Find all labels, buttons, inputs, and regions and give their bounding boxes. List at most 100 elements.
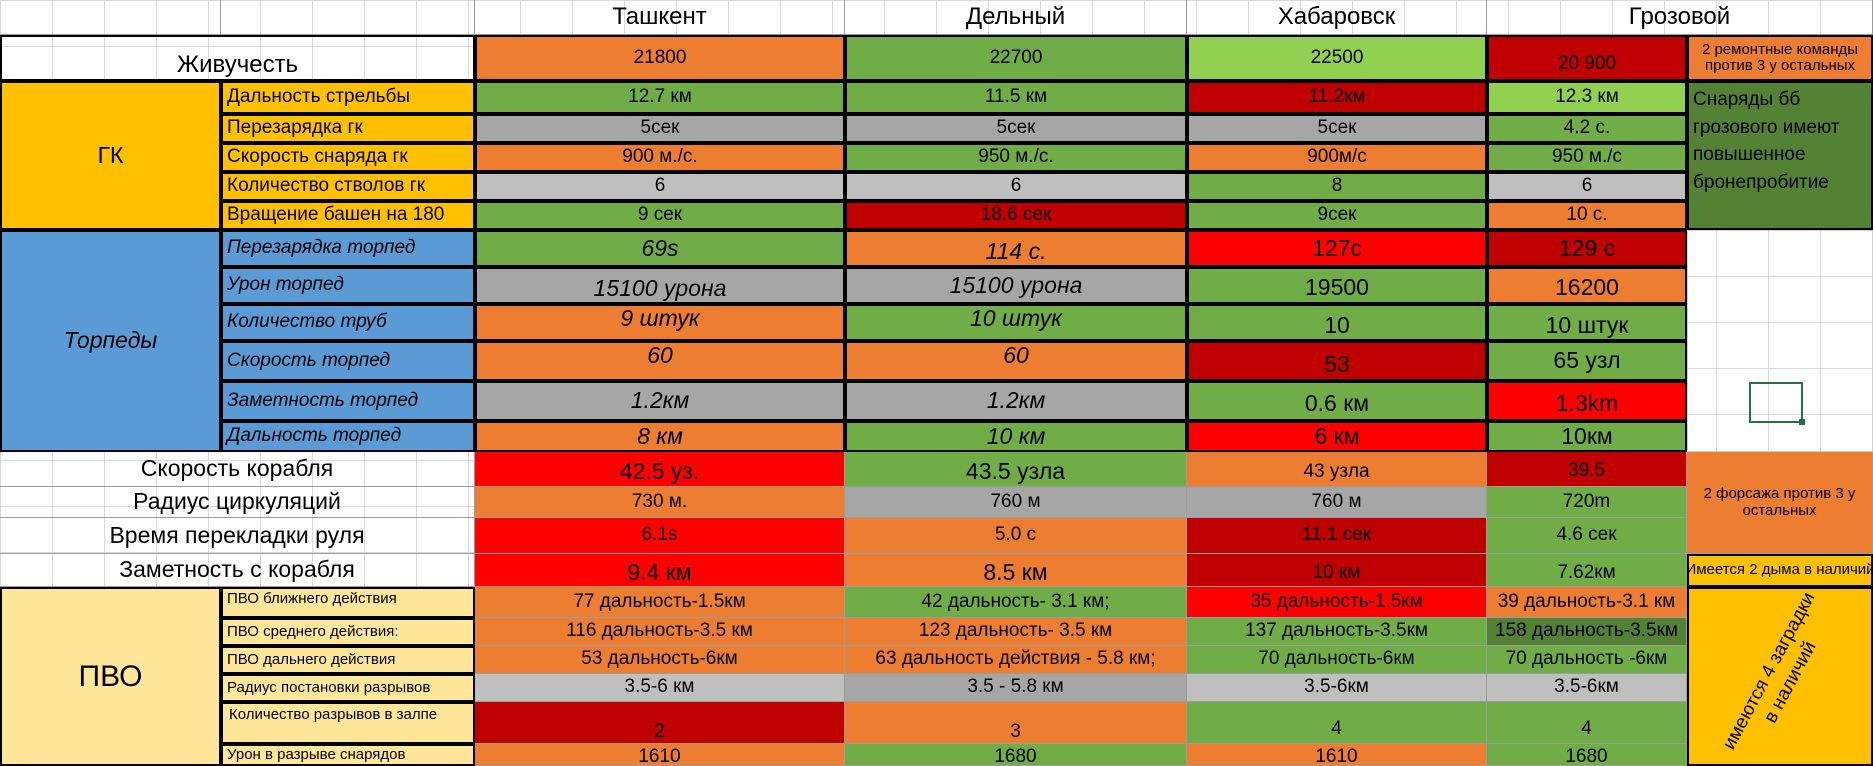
ship-speed-khabarovsk[interactable]: 43 узла bbox=[1187, 452, 1487, 487]
torp-tubes-grozovoy[interactable]: 10 штук bbox=[1487, 304, 1687, 341]
aa-long-label[interactable]: ПВО дальнего действия bbox=[221, 646, 475, 674]
rudder-shift-khabarovsk[interactable]: 11.1 сек bbox=[1187, 518, 1487, 554]
torp-range-tashkent[interactable]: 8 км bbox=[475, 421, 845, 452]
rudder-shift-label[interactable]: Время перекладки руля bbox=[0, 518, 475, 554]
aa-long-khabarovsk[interactable]: 70 дальность-6км bbox=[1187, 646, 1487, 674]
detectability-grozovoy[interactable]: 7.62км bbox=[1487, 554, 1687, 587]
turning-radius-tashkent[interactable]: 730 м. bbox=[475, 487, 845, 518]
gk-barrels-khabarovsk[interactable]: 8 bbox=[1187, 172, 1487, 201]
turning-radius-khabarovsk[interactable]: 760 м bbox=[1187, 487, 1487, 518]
torp-speed-tashkent[interactable]: 60 bbox=[475, 341, 845, 381]
gk-range-tashkent[interactable]: 12.7 км bbox=[475, 81, 845, 114]
aa-long-tashkent[interactable]: 53 дальность-6км bbox=[475, 646, 845, 674]
aa-flak-count-grozovoy[interactable]: 4 bbox=[1487, 702, 1687, 744]
gk-shell-speed-label[interactable]: Скорость снаряда гк bbox=[221, 143, 475, 172]
torp-reload-delny[interactable]: 114 с. bbox=[845, 230, 1187, 267]
section-label-aa[interactable]: ПВО bbox=[0, 587, 221, 766]
aa-flak-count-khabarovsk[interactable]: 4 bbox=[1187, 702, 1487, 744]
torp-tubes-tashkent[interactable]: 9 штук bbox=[475, 304, 845, 341]
gk-turret-khabarovsk[interactable]: 9сек bbox=[1187, 201, 1487, 230]
torp-reload-grozovoy[interactable]: 129 с bbox=[1487, 230, 1687, 267]
gk-range-delny[interactable]: 11.5 км bbox=[845, 81, 1187, 114]
detectability-label[interactable]: Заметность с корабля bbox=[0, 554, 475, 587]
aa-flak-radius-khabarovsk[interactable]: 3.5-6км bbox=[1187, 674, 1487, 702]
ship-speed-label[interactable]: Скорость корабля bbox=[0, 452, 475, 487]
aa-flak-radius-delny[interactable]: 3.5 - 5.8 км bbox=[845, 674, 1187, 702]
gk-barrels-tashkent[interactable]: 6 bbox=[475, 172, 845, 201]
torp-tubes-delny[interactable]: 10 штук bbox=[845, 304, 1187, 341]
gk-reload-tashkent[interactable]: 5сек bbox=[475, 114, 845, 143]
aa-flak-count-label[interactable]: Количество разрывов в залпе bbox=[221, 702, 475, 744]
selected-cell[interactable] bbox=[1749, 382, 1803, 423]
detectability-delny[interactable]: 8.5 км bbox=[845, 554, 1187, 587]
aa-flak-radius-label[interactable]: Радиус постановки разрывов bbox=[221, 674, 475, 702]
aa-flak-damage-khabarovsk[interactable]: 1610 bbox=[1187, 744, 1487, 766]
torp-damage-grozovoy[interactable]: 16200 bbox=[1487, 267, 1687, 304]
aa-flak-damage-tashkent[interactable]: 1610 bbox=[475, 744, 845, 766]
torp-range-label[interactable]: Дальность торпед bbox=[221, 421, 475, 452]
aa-short-grozovoy[interactable]: 39 дальность-3.1 км bbox=[1487, 587, 1687, 618]
aa-flak-radius-tashkent[interactable]: 3.5-6 км bbox=[475, 674, 845, 702]
note-boost[interactable]: 2 форсажа против 3 у остальных bbox=[1687, 452, 1873, 554]
turning-radius-label[interactable]: Радиус циркуляций bbox=[0, 487, 475, 518]
gk-reload-delny[interactable]: 5сек bbox=[845, 114, 1187, 143]
rudder-shift-grozovoy[interactable]: 4.6 сек bbox=[1487, 518, 1687, 554]
aa-medium-khabarovsk[interactable]: 137 дальность-3.5км bbox=[1187, 618, 1487, 646]
gk-reload-label[interactable]: Перезарядка гк bbox=[221, 114, 475, 143]
column-header-khabarovsk[interactable]: Хабаровск bbox=[1187, 0, 1487, 35]
aa-medium-grozovoy[interactable]: 158 дальность-3.5км bbox=[1487, 618, 1687, 646]
aa-flak-count-tashkent[interactable]: 2 bbox=[475, 702, 845, 744]
column-header-delny[interactable]: Дельный bbox=[845, 0, 1187, 35]
detectability-khabarovsk[interactable]: 10 км bbox=[1187, 554, 1487, 587]
torp-visibility-delny[interactable]: 1.2км bbox=[845, 381, 1187, 421]
aa-short-tashkent[interactable]: 77 дальность-1.5км bbox=[475, 587, 845, 618]
column-header-tashkent[interactable]: Ташкент bbox=[475, 0, 845, 35]
gk-shell-speed-grozovoy[interactable]: 950 м./с bbox=[1487, 143, 1687, 172]
aa-long-delny[interactable]: 63 дальность действия - 5.8 км; bbox=[845, 646, 1187, 674]
gk-turret-tashkent[interactable]: 9 сек bbox=[475, 201, 845, 230]
gk-shell-speed-khabarovsk[interactable]: 900м/с bbox=[1187, 143, 1487, 172]
aa-flak-damage-delny[interactable]: 1680 bbox=[845, 744, 1187, 766]
aa-medium-tashkent[interactable]: 116 дальность-3.5 км bbox=[475, 618, 845, 646]
ship-speed-tashkent[interactable]: 42.5 уз. bbox=[475, 452, 845, 487]
aa-flak-count-delny[interactable]: 3 bbox=[845, 702, 1187, 744]
gk-turret-delny[interactable]: 18.6 сек bbox=[845, 201, 1187, 230]
gk-reload-grozovoy[interactable]: 4.2 с. bbox=[1487, 114, 1687, 143]
gk-barrels-label[interactable]: Количество стволов гк bbox=[221, 172, 475, 201]
survivability-label[interactable]: Живучесть bbox=[0, 35, 475, 81]
torp-reload-label[interactable]: Перезарядка торпед bbox=[221, 230, 475, 267]
torp-tubes-khabarovsk[interactable]: 10 bbox=[1187, 304, 1487, 341]
torp-reload-tashkent[interactable]: 69s bbox=[475, 230, 845, 267]
rudder-shift-delny[interactable]: 5.0 с bbox=[845, 518, 1187, 554]
aa-flak-damage-grozovoy[interactable]: 1680 bbox=[1487, 744, 1687, 766]
aa-flak-radius-grozovoy[interactable]: 3.5-6км bbox=[1487, 674, 1687, 702]
survivability-grozovoy[interactable]: 20 900 bbox=[1487, 35, 1687, 81]
torp-tubes-label[interactable]: Количество труб bbox=[221, 304, 475, 341]
note-ap-penetration[interactable]: Снаряды бб грозового имеют повышенное бр… bbox=[1687, 81, 1873, 230]
ship-speed-delny[interactable]: 43.5 узла bbox=[845, 452, 1187, 487]
torp-speed-grozovoy[interactable]: 65 узл bbox=[1487, 341, 1687, 381]
section-label-torpedoes[interactable]: Торпеды bbox=[0, 230, 221, 452]
note-barrage[interactable]: имеются 4 заградки в наличий bbox=[1687, 587, 1873, 766]
gk-range-khabarovsk[interactable]: 11.2км bbox=[1187, 81, 1487, 114]
gk-turret-rotation-label[interactable]: Вращение башен на 180 bbox=[221, 201, 475, 230]
survivability-khabarovsk[interactable]: 22500 bbox=[1187, 35, 1487, 81]
torp-damage-tashkent[interactable]: 15100 урона bbox=[475, 267, 845, 304]
aa-medium-label[interactable]: ПВО среднего действия: bbox=[221, 618, 475, 646]
gk-reload-khabarovsk[interactable]: 5сек bbox=[1187, 114, 1487, 143]
torp-damage-delny[interactable]: 15100 урона bbox=[845, 267, 1187, 304]
section-label-gk[interactable]: ГК bbox=[0, 81, 221, 230]
gk-shell-speed-delny[interactable]: 950 м./с. bbox=[845, 143, 1187, 172]
torp-damage-label[interactable]: Урон торпед bbox=[221, 267, 475, 304]
aa-short-delny[interactable]: 42 дальность- 3.1 км; bbox=[845, 587, 1187, 618]
torp-range-khabarovsk[interactable]: 6 км bbox=[1187, 421, 1487, 452]
note-smoke[interactable]: Имеется 2 дыма в наличий bbox=[1687, 554, 1873, 587]
aa-long-grozovoy[interactable]: 70 дальность -6км bbox=[1487, 646, 1687, 674]
turning-radius-grozovoy[interactable]: 720m bbox=[1487, 487, 1687, 518]
torp-reload-khabarovsk[interactable]: 127с bbox=[1187, 230, 1487, 267]
gk-range-label[interactable]: Дальность стрельбы bbox=[221, 81, 475, 114]
gk-turret-grozovoy[interactable]: 10 с. bbox=[1487, 201, 1687, 230]
aa-medium-delny[interactable]: 123 дальность- 3.5 км bbox=[845, 618, 1187, 646]
survivability-delny[interactable]: 22700 bbox=[845, 35, 1187, 81]
aa-flak-damage-label[interactable]: Урон в разрыве снарядов bbox=[221, 744, 475, 766]
